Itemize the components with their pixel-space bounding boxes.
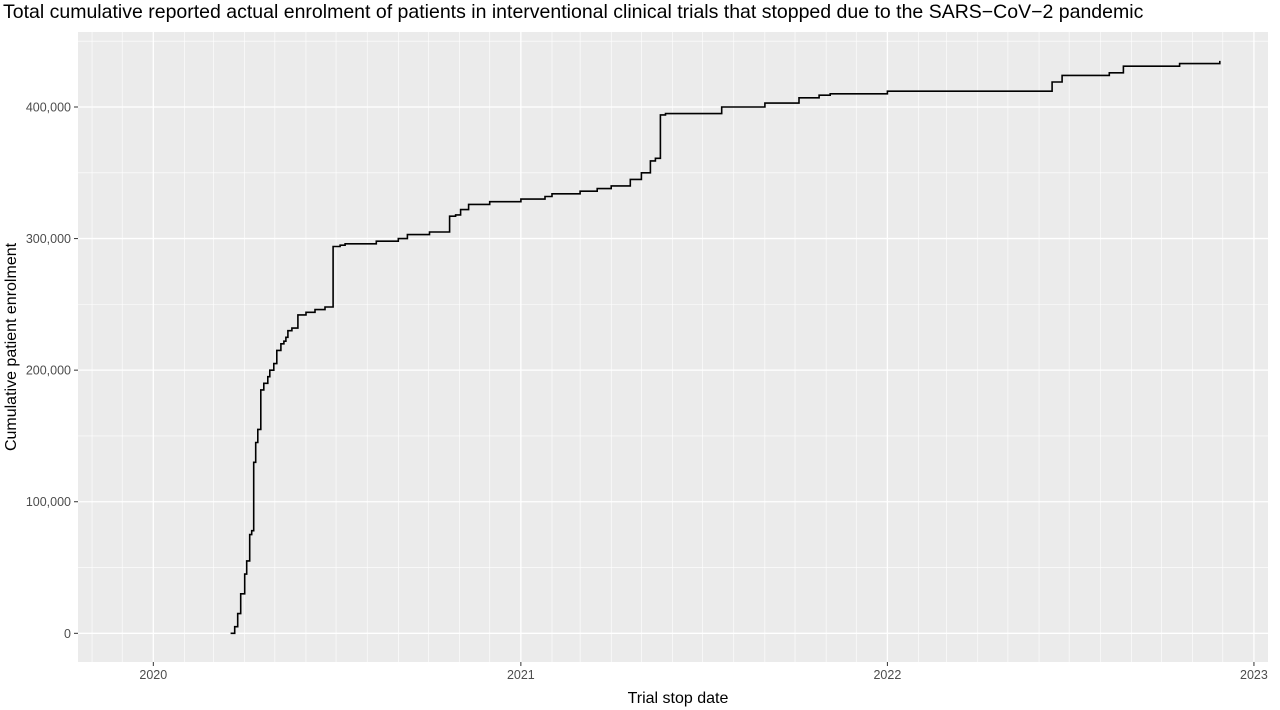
series-line: [230, 60, 1221, 635]
x-tick-label: 2023: [1240, 668, 1268, 682]
plot-panel: [78, 32, 1268, 662]
y-tick-label: 100,000: [26, 495, 71, 509]
x-tick-label: 2022: [873, 668, 901, 682]
y-tick-label: 400,000: [26, 101, 71, 115]
y-tick-label: 200,000: [26, 364, 71, 378]
series-group: [230, 60, 1221, 635]
y-tick-label: 300,000: [26, 232, 71, 246]
grid-lines: [78, 32, 1268, 662]
x-tick-label: 2021: [507, 668, 535, 682]
chart-title: Total cumulative reported actual enrolme…: [3, 1, 1144, 23]
y-tick-label: 0: [64, 627, 71, 641]
y-axis-title: Cumulative patient enrolment: [3, 242, 20, 451]
x-axis-title: Trial stop date: [628, 690, 729, 707]
x-tick-label: 2020: [139, 668, 167, 682]
axis-ticks: 0 100,000 200,000 300,000 400,000 2020 2021 202…: [26, 101, 1268, 683]
